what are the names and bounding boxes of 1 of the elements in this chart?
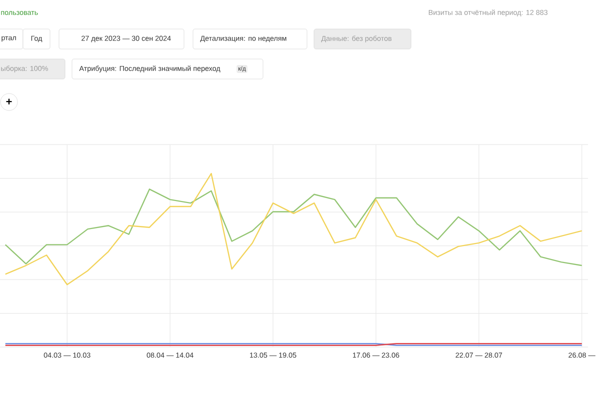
text: + bbox=[6, 98, 12, 104]
